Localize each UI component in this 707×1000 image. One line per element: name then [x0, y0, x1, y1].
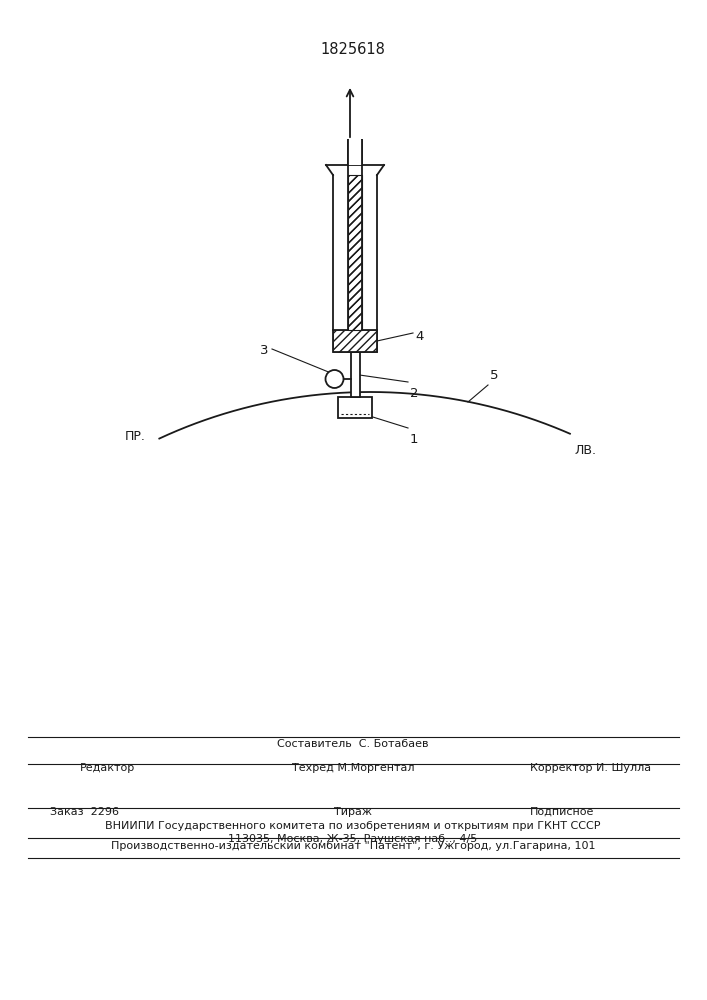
Text: 1: 1 — [410, 433, 419, 446]
Text: ВНИИПИ Государственного комитета по изобретениям и открытиям при ГКНТ СССР: ВНИИПИ Государственного комитета по изоб… — [105, 821, 601, 831]
Text: 3: 3 — [260, 344, 269, 357]
Text: Производственно-издательский комбинат "Патент", г. Ужгород, ул.Гагарина, 101: Производственно-издательский комбинат "П… — [111, 841, 595, 851]
Text: Заказ  2296: Заказ 2296 — [50, 807, 119, 817]
Bar — [333, 330, 377, 352]
Text: 113035, Москва, Ж-35, Раушская наб.., 4/5: 113035, Москва, Ж-35, Раушская наб.., 4/… — [228, 834, 478, 844]
Text: 1825618: 1825618 — [320, 42, 385, 57]
Text: 5: 5 — [490, 369, 498, 382]
Text: Техред М.Моргентал: Техред М.Моргентал — [292, 763, 414, 773]
Bar — [348, 175, 362, 330]
Bar — [348, 175, 362, 330]
Bar — [333, 330, 377, 352]
Bar — [338, 397, 372, 418]
Text: Редактор: Редактор — [80, 763, 135, 773]
Text: Подписное: Подписное — [530, 807, 595, 817]
Bar — [351, 352, 359, 397]
Text: 2: 2 — [410, 387, 419, 400]
Text: Тираж: Тираж — [334, 807, 372, 817]
Text: ПР.: ПР. — [124, 430, 145, 443]
Text: 4: 4 — [415, 330, 423, 343]
Text: Корректор И. Шулла: Корректор И. Шулла — [530, 763, 651, 773]
Text: Составитель  С. Ботабаев: Составитель С. Ботабаев — [277, 739, 428, 749]
Circle shape — [325, 370, 344, 388]
Text: ЛВ.: ЛВ. — [575, 444, 597, 457]
Bar — [348, 140, 362, 165]
